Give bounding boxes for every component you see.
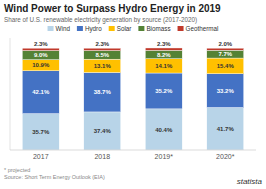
logo-text: statista bbox=[237, 177, 263, 186]
bar-segment bbox=[145, 59, 182, 73]
legend-swatch bbox=[48, 26, 54, 31]
bar-segment bbox=[84, 73, 121, 112]
data-label: 8.2% bbox=[157, 52, 171, 58]
data-label: 35.7% bbox=[32, 129, 50, 135]
bar-segment bbox=[207, 48, 244, 50]
chart: Wind Power to Surpass Hydro Energy in 20… bbox=[0, 0, 266, 189]
data-label: 38.7% bbox=[94, 89, 112, 95]
subtitle: Share of U.S. renewable electricity gene… bbox=[4, 16, 197, 24]
data-label: 2.0% bbox=[218, 41, 232, 47]
legend-swatch bbox=[138, 26, 144, 31]
data-label: 8.5% bbox=[95, 52, 109, 58]
legend-label: Biomass bbox=[146, 25, 170, 32]
data-label: 42.1% bbox=[32, 89, 50, 95]
data-label: 15.4% bbox=[217, 63, 235, 69]
legend-item: Hydro bbox=[77, 25, 102, 33]
data-label: 37.4% bbox=[94, 128, 112, 134]
data-label: 9.0% bbox=[34, 52, 48, 58]
data-label: 33.2% bbox=[217, 88, 235, 94]
background bbox=[0, 0, 266, 189]
legend-item: Biomass bbox=[138, 25, 170, 32]
footnote: * projected bbox=[4, 167, 30, 173]
bars bbox=[22, 48, 243, 150]
bar-segment bbox=[145, 73, 182, 109]
data-label: 35.2% bbox=[155, 88, 173, 94]
x-axis-line bbox=[10, 150, 256, 151]
data-label: 41.7% bbox=[217, 126, 235, 132]
x-tick-label: 2018 bbox=[94, 153, 110, 160]
bar-segment bbox=[84, 112, 121, 150]
bar-segment bbox=[207, 74, 244, 108]
bar-segment bbox=[145, 50, 182, 58]
x-tick-label: 2020* bbox=[216, 153, 235, 160]
bar-segment bbox=[207, 108, 244, 150]
data-label: 40.4% bbox=[155, 127, 173, 133]
x-tick-label: 2017 bbox=[33, 153, 49, 160]
data-label: 13.1% bbox=[94, 63, 112, 69]
legend-swatch bbox=[178, 26, 184, 31]
data-label: 14.1% bbox=[155, 63, 173, 69]
bar-segment bbox=[84, 48, 121, 50]
legend-swatch bbox=[109, 26, 115, 31]
x-tick-label: 2019* bbox=[155, 153, 174, 160]
legend-label: Hydro bbox=[85, 25, 102, 33]
legend-label: Wind bbox=[56, 25, 71, 32]
data-label: 10.9% bbox=[32, 62, 50, 68]
legend: Wind Hydro Solar Biomass Geothermal bbox=[48, 25, 219, 33]
legend-item: Wind bbox=[48, 25, 71, 32]
legend-label: Geothermal bbox=[186, 25, 219, 32]
legend-swatch bbox=[77, 26, 83, 31]
footnote: Source: Short Term Energy Outlook (EIA) bbox=[4, 174, 105, 180]
bar-segment bbox=[84, 59, 121, 72]
data-labels: 35.7% 42.1% 10.9% 9.0% 2.3% 37.4% 38.7% 13.1% 8.… bbox=[32, 41, 234, 135]
data-label: 2.3% bbox=[34, 41, 48, 47]
legend-label: Solar bbox=[117, 25, 132, 32]
legend-item: Geothermal bbox=[178, 25, 219, 32]
data-label: 2.3% bbox=[95, 41, 109, 47]
bar-segment bbox=[207, 58, 244, 74]
bar-segment bbox=[22, 48, 59, 50]
bar-segment bbox=[22, 114, 59, 150]
legend-item: Solar bbox=[109, 25, 132, 32]
data-label: 2.3% bbox=[157, 41, 171, 47]
bar-segment bbox=[84, 51, 121, 60]
bar-segment bbox=[22, 51, 59, 60]
bar-segment bbox=[22, 71, 59, 114]
bar-segment bbox=[145, 109, 182, 150]
y-axis-line bbox=[10, 38, 11, 150]
bar-segment bbox=[207, 50, 244, 58]
bar-segment bbox=[22, 60, 59, 71]
title: Wind Power to Surpass Hydro Energy in 20… bbox=[4, 3, 221, 14]
data-label: 7.7% bbox=[218, 51, 232, 57]
bar-segment bbox=[145, 48, 182, 50]
